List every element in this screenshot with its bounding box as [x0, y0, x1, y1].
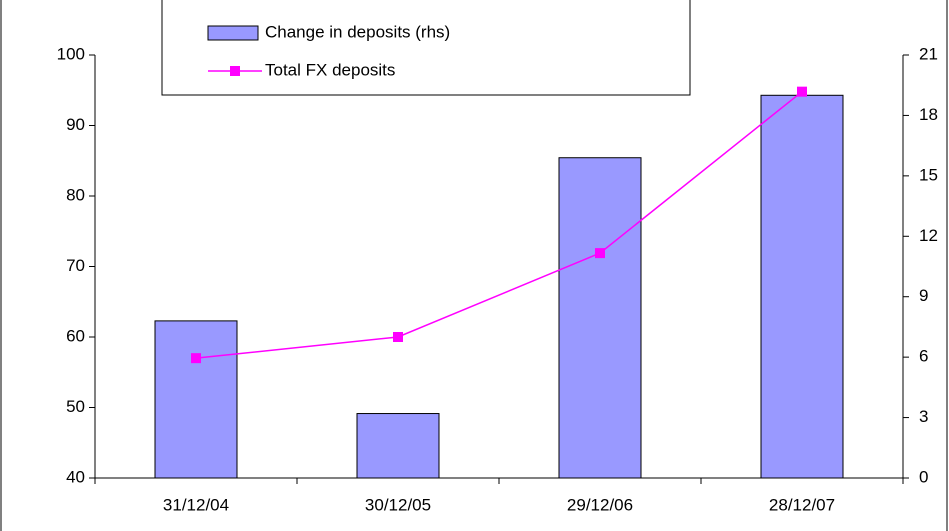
- y2-tick-label: 15: [919, 165, 938, 184]
- y-tick-label: 100: [57, 44, 85, 63]
- y-tick-label: 40: [66, 467, 85, 486]
- legend-label: Change in deposits (rhs): [265, 22, 450, 41]
- legend-swatch: [207, 25, 259, 41]
- line-series: [195, 91, 803, 359]
- y-tick-label: 50: [66, 397, 85, 416]
- x-tick-label: 28/12/07: [769, 495, 835, 514]
- y2-tick-label: 18: [919, 105, 938, 124]
- y2-tick-label: 3: [919, 407, 928, 426]
- bar: [154, 320, 238, 479]
- y2-tick-label: 12: [919, 226, 938, 245]
- y-tick-label: 60: [66, 326, 85, 345]
- line-marker: [595, 248, 605, 259]
- y2-tick-label: 9: [919, 286, 928, 305]
- x-tick-label: 31/12/04: [163, 495, 229, 514]
- y2-tick-label: 0: [919, 467, 928, 486]
- y-tick-label: 90: [66, 115, 85, 134]
- x-tick-label: 30/12/05: [365, 495, 431, 514]
- legend-label: Total FX deposits: [265, 60, 395, 79]
- x-tick-label: 29/12/06: [567, 495, 633, 514]
- line-marker: [393, 332, 403, 342]
- y-tick-label: 70: [66, 256, 85, 275]
- legend-marker: [230, 66, 240, 76]
- line-marker: [191, 353, 201, 364]
- line-marker: [797, 86, 807, 97]
- bar: [356, 413, 440, 479]
- bar: [558, 157, 642, 479]
- y-tick-label: 80: [66, 185, 85, 204]
- y2-tick-label: 21: [919, 44, 938, 63]
- y2-tick-label: 6: [919, 347, 928, 366]
- bar: [760, 94, 844, 479]
- legend-box: [161, 0, 691, 96]
